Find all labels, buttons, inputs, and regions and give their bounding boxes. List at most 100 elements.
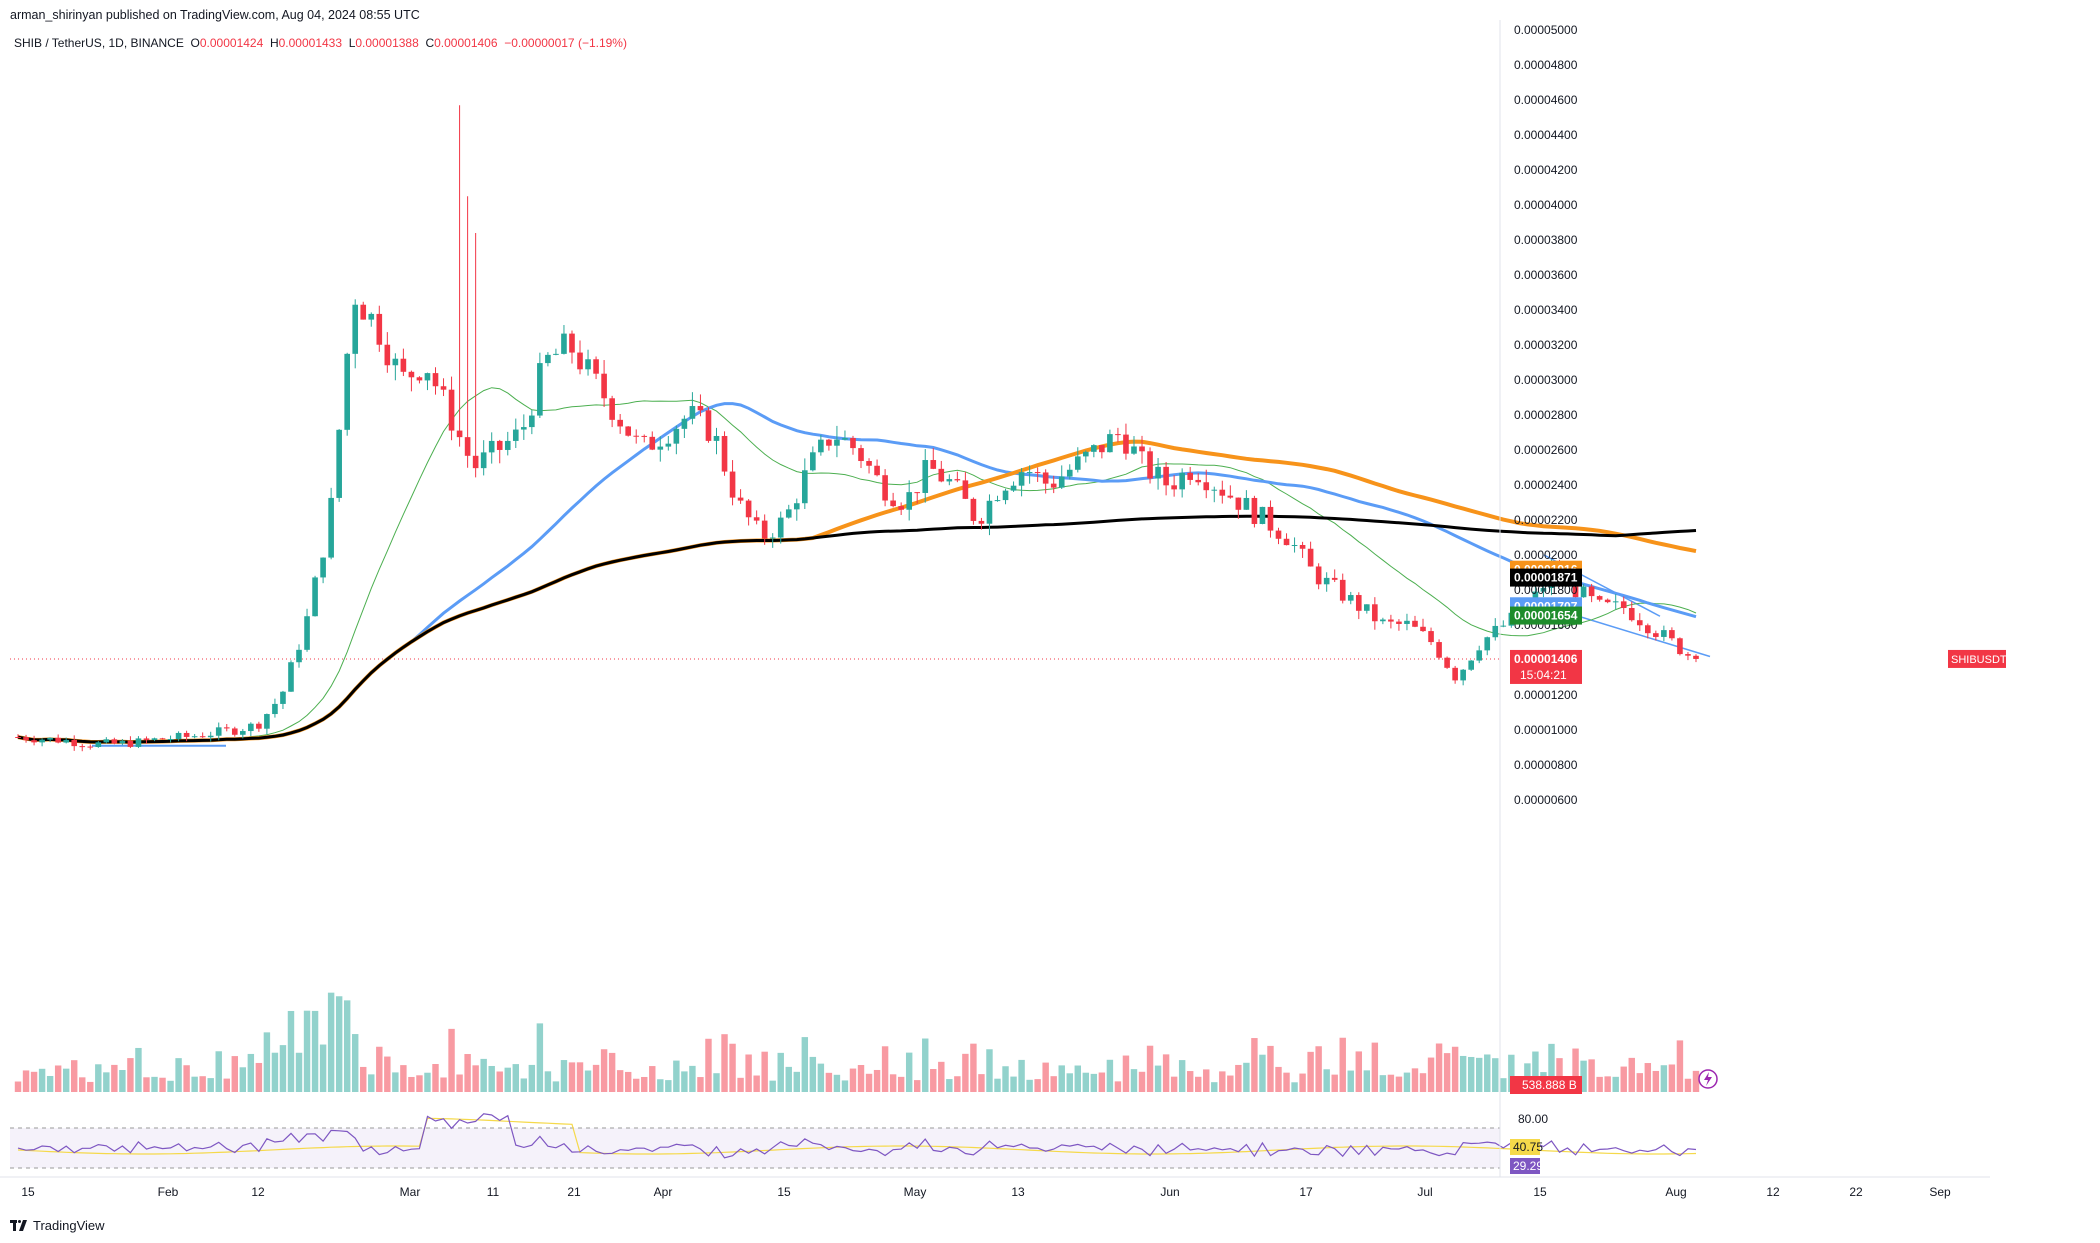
candle-body	[1452, 667, 1458, 681]
candle-body	[320, 557, 326, 578]
candle-body	[673, 428, 680, 444]
candle-body	[601, 373, 607, 399]
candle-body	[1307, 548, 1314, 567]
high-value: 0.00001433	[278, 36, 343, 50]
volume-bar	[865, 1073, 873, 1092]
candle-body	[1107, 434, 1113, 453]
candle-body	[1058, 476, 1065, 488]
candle-body	[633, 435, 640, 437]
volume-bar	[1106, 1059, 1114, 1092]
candle-body	[1042, 472, 1049, 484]
volume-bar	[1082, 1072, 1090, 1092]
candle-body	[994, 500, 1001, 502]
candle-body	[47, 737, 53, 740]
volume-bar	[544, 1071, 552, 1092]
candle-body	[1115, 434, 1121, 436]
volume-bar	[79, 1077, 86, 1092]
candle-body	[978, 520, 985, 524]
time-tick-label: Feb	[158, 1185, 179, 1199]
candle-body	[649, 436, 656, 450]
ma-value-badge: 0.00001654	[1514, 609, 1578, 623]
volume-badge-bg	[1510, 1076, 1582, 1094]
candle-body	[1604, 599, 1611, 603]
candle-body	[802, 470, 808, 504]
candle-body	[288, 662, 294, 692]
volume-bar	[54, 1065, 62, 1092]
time-tick-label: 15	[777, 1185, 791, 1199]
volume-bar	[183, 1065, 190, 1092]
candle-body	[529, 415, 535, 428]
candle-body	[424, 373, 431, 381]
volume-bar	[713, 1073, 720, 1092]
candle-body	[858, 448, 864, 462]
candle-body	[753, 517, 760, 521]
low-value: 0.00001388	[355, 36, 419, 50]
symbol-legend[interactable]: SHIB / TetherUS, 1D, BINANCE O0.00001424…	[14, 36, 627, 50]
volume-bar	[793, 1071, 800, 1092]
candle-body	[512, 429, 519, 441]
candle-body	[1428, 631, 1434, 643]
price-tick-label: 0.00000600	[1514, 793, 1578, 807]
volume-bar	[191, 1076, 198, 1092]
volume-bar	[833, 1074, 841, 1092]
volume-bar	[1219, 1071, 1226, 1092]
ma-value-badge: 0.00001871	[1514, 571, 1578, 585]
candle-body	[1572, 579, 1579, 598]
price-tick-label: 0.00002600	[1514, 443, 1578, 457]
volume-bar	[303, 1010, 311, 1092]
candle-body	[151, 738, 158, 740]
symbol-name[interactable]: SHIB / TetherUS, 1D, BINANCE	[14, 36, 184, 50]
tradingview-footer[interactable]: TradingView	[10, 1218, 105, 1233]
volume-bar	[568, 1062, 576, 1092]
time-tick-label: 15	[1533, 1185, 1547, 1199]
volume-bar	[1403, 1072, 1411, 1092]
volume-bar	[873, 1069, 881, 1092]
open-label: O	[190, 36, 200, 50]
candle-body	[39, 739, 45, 743]
rsi-ma-line	[17, 1117, 1697, 1155]
volume-bar	[1243, 1062, 1250, 1092]
volume-bar	[480, 1058, 487, 1092]
volume-bar	[416, 1075, 423, 1092]
volume-bar	[1427, 1057, 1435, 1092]
candle-body	[1235, 497, 1242, 510]
candle-body	[1026, 472, 1033, 474]
volume-bar	[536, 1023, 544, 1092]
volume-bar	[335, 996, 343, 1092]
price-tick-label: 0.00003000	[1514, 373, 1578, 387]
volume-bar	[14, 1081, 22, 1092]
candle-body	[713, 435, 720, 441]
rsi-value-badge: 40.75	[1513, 1140, 1543, 1154]
candle-body	[1275, 530, 1282, 539]
volume-bar	[1628, 1057, 1635, 1092]
volume-bar	[1451, 1046, 1459, 1092]
volume-bar	[408, 1076, 415, 1092]
volume-bar	[657, 1079, 664, 1092]
time-tick-label: 21	[567, 1185, 581, 1199]
time-tick-label: Jun	[1160, 1185, 1179, 1199]
volume-bar	[1492, 1058, 1499, 1092]
volume-bar	[922, 1038, 929, 1092]
candle-body	[504, 440, 511, 450]
volume-bar	[1154, 1065, 1162, 1092]
candle-body	[1099, 445, 1105, 453]
volume-bar	[199, 1076, 206, 1092]
volume-bar	[825, 1072, 833, 1092]
candle-body	[1612, 601, 1619, 603]
ma-50-line	[17, 402, 1697, 744]
volume-bar	[1500, 1078, 1507, 1092]
ma-20-line	[17, 387, 1697, 743]
volume-bar	[930, 1069, 937, 1092]
candle-body	[1380, 619, 1386, 622]
rsi-ma-badge-bg	[1510, 1139, 1540, 1155]
candle-body	[1540, 588, 1547, 592]
candle-body	[1179, 472, 1185, 490]
ma-value-badge-bg	[1510, 606, 1582, 625]
volume-bar	[962, 1053, 969, 1092]
volume-bar	[1355, 1051, 1362, 1092]
candle-body	[464, 437, 471, 456]
volume-bar	[1411, 1068, 1419, 1092]
candle-body	[721, 435, 728, 472]
volume-bar	[1692, 1070, 1700, 1092]
